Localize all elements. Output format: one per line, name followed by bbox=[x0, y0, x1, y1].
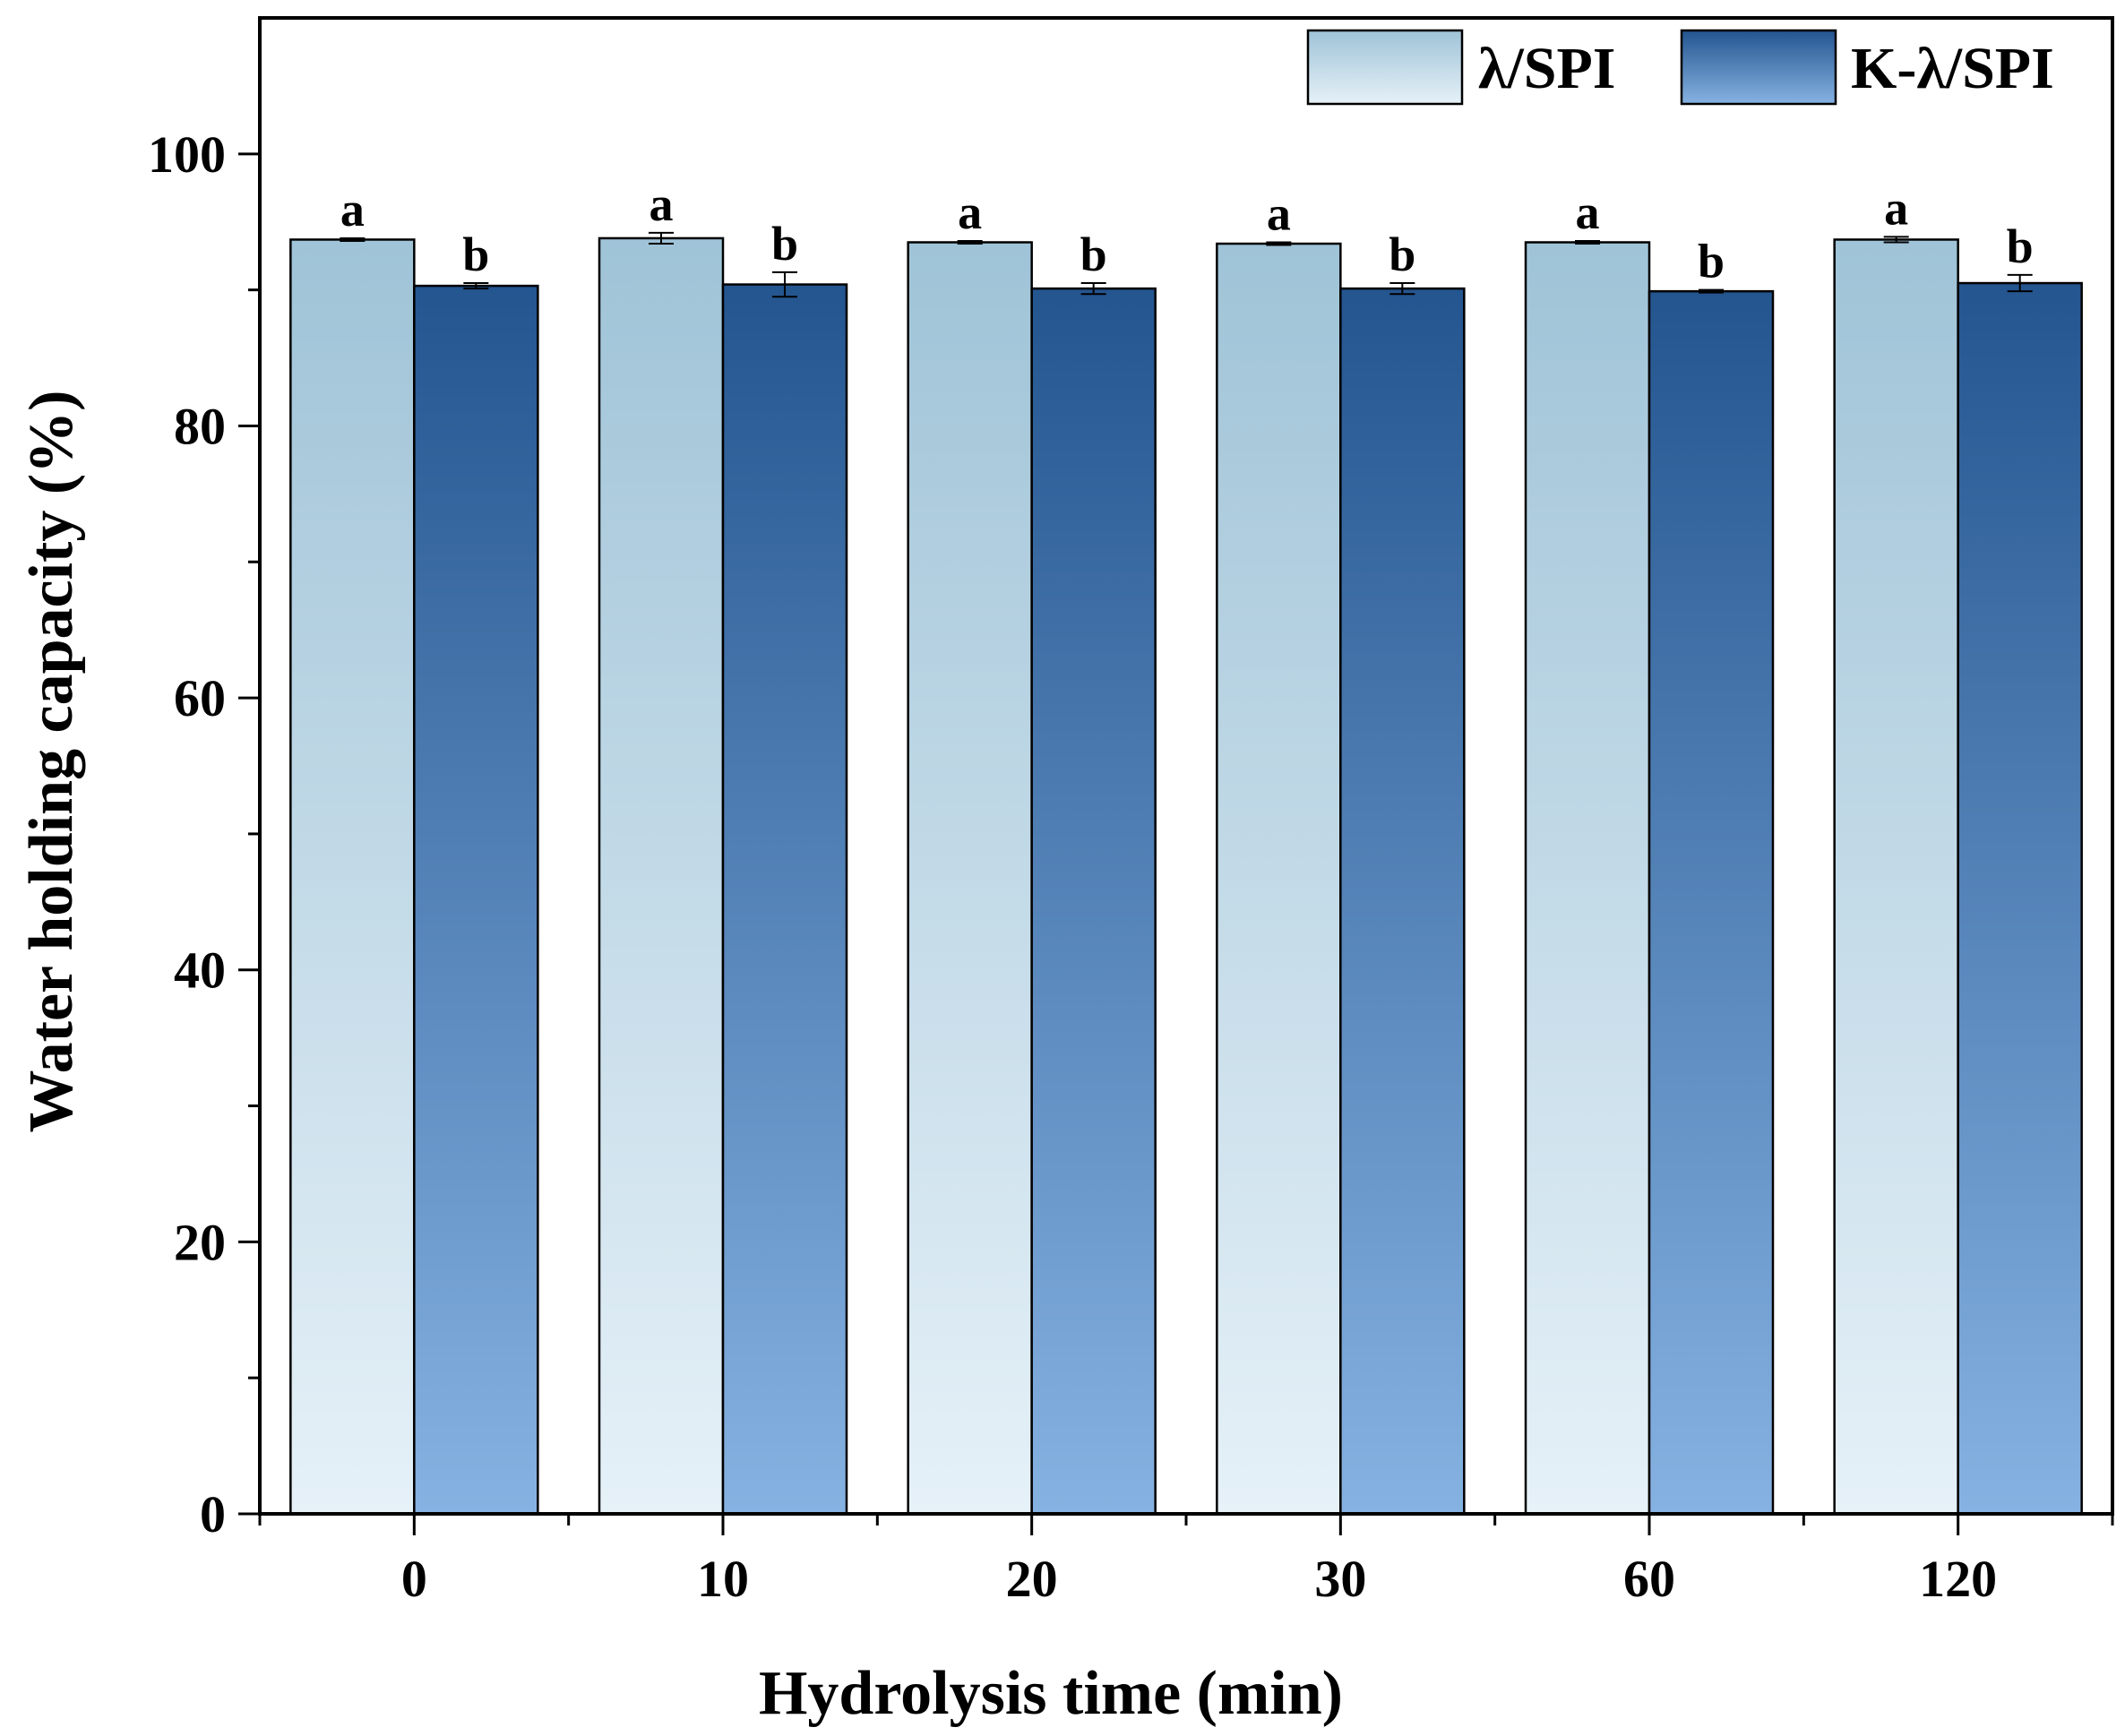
significance-label-0-0: a bbox=[340, 183, 365, 236]
x-tick-label-0: 0 bbox=[401, 1550, 427, 1608]
x-axis-title: Hydrolysis time (min) bbox=[759, 1659, 1343, 1728]
error-bars-layer bbox=[340, 231, 2033, 298]
x-tick-label-60: 60 bbox=[1623, 1550, 1675, 1608]
legend-swatch-lambda-spi bbox=[1306, 29, 1464, 106]
x-tick-label-20: 20 bbox=[1006, 1550, 1058, 1608]
bar-lambda-spi-60 bbox=[1524, 241, 1651, 1516]
y-tick-label-0: 0 bbox=[200, 1485, 226, 1543]
bar-k-lambda-spi-30 bbox=[1339, 287, 1466, 1516]
bar-k-lambda-spi-120 bbox=[1957, 281, 2083, 1516]
legend-swatch-k-lambda-spi bbox=[1680, 29, 1837, 106]
significance-label-0-2: a bbox=[958, 185, 982, 239]
bar-k-lambda-spi-60 bbox=[1648, 289, 1775, 1516]
significance-label-1-3: b bbox=[1389, 228, 1415, 281]
y-tick-label-60: 60 bbox=[174, 669, 226, 727]
y-tick-label-80: 80 bbox=[174, 397, 226, 455]
bar-lambda-spi-10 bbox=[598, 236, 725, 1516]
significance-label-0-1: a bbox=[650, 177, 674, 231]
legend-label-k-lambda-spi: K-λ/SPI bbox=[1851, 36, 2054, 101]
bar-k-lambda-spi-0 bbox=[413, 284, 539, 1516]
bar-lambda-spi-20 bbox=[907, 241, 1033, 1516]
x-tick-label-120: 120 bbox=[1919, 1550, 1997, 1608]
significance-label-1-4: b bbox=[1698, 235, 1725, 288]
y-axis-title: Water holding capacity (%) bbox=[17, 391, 86, 1133]
significance-label-0-5: a bbox=[1884, 181, 1908, 235]
significance-label-1-2: b bbox=[1080, 228, 1107, 281]
axes-layer: 0 20 40 60 80 100 0 10 20 30 60 120 bbox=[148, 16, 2114, 1608]
significance-labels-layer: a b a b a b a b a b a b bbox=[340, 177, 2034, 288]
bar-k-lambda-spi-10 bbox=[721, 283, 848, 1516]
significance-label-0-4: a bbox=[1576, 185, 1600, 239]
bar-lambda-spi-0 bbox=[289, 238, 416, 1516]
y-tick-label-100: 100 bbox=[148, 125, 226, 184]
bar-lambda-spi-120 bbox=[1833, 238, 1959, 1516]
y-tick-label-40: 40 bbox=[174, 941, 226, 1000]
significance-label-1-0: b bbox=[462, 228, 489, 281]
legend: λ/SPI K-λ/SPI bbox=[1306, 29, 2054, 106]
legend-label-lambda-spi: λ/SPI bbox=[1478, 36, 1615, 101]
y-tick-label-20: 20 bbox=[174, 1213, 226, 1271]
x-tick-label-10: 10 bbox=[697, 1550, 749, 1608]
significance-label-1-1: b bbox=[771, 217, 798, 271]
significance-label-1-5: b bbox=[2007, 219, 2034, 273]
significance-label-0-3: a bbox=[1267, 187, 1291, 241]
bars-layer bbox=[289, 236, 2083, 1516]
x-tick-label-30: 30 bbox=[1314, 1550, 1366, 1608]
bar-k-lambda-spi-20 bbox=[1030, 287, 1157, 1516]
bar-lambda-spi-30 bbox=[1216, 242, 1342, 1516]
